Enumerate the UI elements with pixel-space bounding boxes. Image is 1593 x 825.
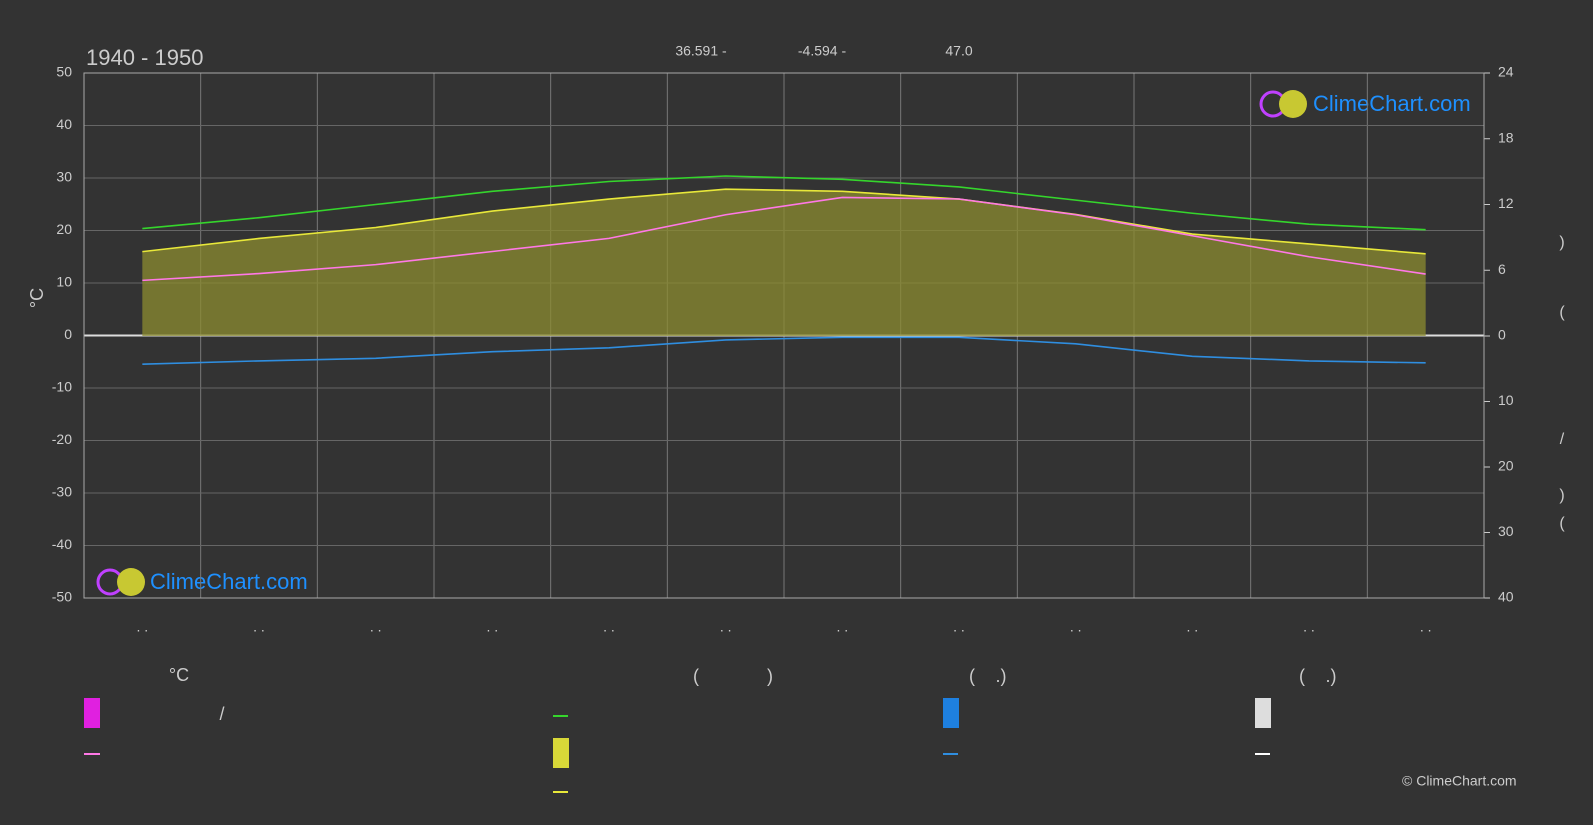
logo: ClimeChart.com ClimeChart.com (96, 90, 1471, 596)
y2-axis-label: ) (1559, 487, 1564, 504)
header-stat: 47.0 (945, 43, 972, 59)
legend-text: °C (169, 665, 189, 685)
series-line (142, 188, 1426, 255)
y-tick-label: -20 (52, 431, 72, 447)
x-tick-label: . . (836, 619, 848, 635)
header-stat: -4.594 - (798, 43, 847, 59)
y-tick-label: 10 (56, 274, 72, 290)
x-tick-label: . . (1186, 619, 1198, 635)
y-tick-label: 50 (56, 64, 72, 80)
legend-text: ( (1299, 666, 1305, 686)
y-tick-label: 30 (56, 169, 72, 185)
x-tick-label: . . (953, 619, 965, 635)
x-tick-label: . . (370, 619, 382, 635)
y-axis-label: °C (27, 288, 47, 308)
legend-swatch (84, 698, 100, 728)
legend-text: .) (996, 666, 1007, 686)
x-tick-label: . . (1303, 619, 1315, 635)
x-tick-label: . . (486, 619, 498, 635)
y-tick-label: -40 (52, 536, 72, 552)
y-tick-label: 0 (64, 326, 72, 342)
x-tick-label: . . (1420, 619, 1432, 635)
y2-tick-label: 12 (1498, 195, 1514, 211)
x-tick-label: . . (720, 619, 732, 635)
y-tick-label: 20 (56, 221, 72, 237)
y2-tick-label: 0 (1498, 327, 1506, 343)
y2-axis-label: / (1560, 431, 1565, 448)
x-tick-label: . . (253, 619, 265, 635)
series-line (142, 336, 1426, 365)
legend-text: ( (969, 666, 975, 686)
x-tick-label: . . (603, 619, 615, 635)
logo-sun (1279, 90, 1307, 118)
y-tick-label: -30 (52, 484, 72, 500)
y-tick-label: 40 (56, 116, 72, 132)
y3-tick-label: 40 (1498, 589, 1514, 605)
legend-text: .) (1326, 666, 1337, 686)
y2-axis-label: ( (1559, 515, 1565, 532)
y2-tick-label: 6 (1498, 261, 1506, 277)
chart-title: 1940 - 1950 (86, 45, 203, 70)
legend-text: ( (693, 666, 699, 686)
legend-swatch (1255, 698, 1271, 728)
header-stat: 36.591 - (675, 43, 727, 59)
x-tick-label: . . (136, 619, 148, 635)
legend-text: ) (767, 666, 773, 686)
series-area (142, 189, 1426, 336)
series-line (142, 175, 1426, 231)
copyright: © ClimeChart.com (1402, 773, 1517, 789)
logo-sun (117, 568, 145, 596)
x-tick-label: . . (1070, 619, 1082, 635)
logo-text: ClimeChart.com (150, 569, 308, 594)
plot-frame (83, 72, 1485, 599)
legend-swatches (84, 698, 1271, 793)
y2-tick-label: 24 (1498, 64, 1514, 80)
y-tick-label: -50 (52, 589, 72, 605)
logo-text: ClimeChart.com (1313, 91, 1471, 116)
legend-swatch (553, 738, 569, 768)
legend-swatch (943, 698, 959, 728)
y-tick-label: -10 (52, 379, 72, 395)
legend-text: / (219, 704, 224, 724)
y2-tick-label: 18 (1498, 129, 1514, 145)
y2-axis-label: ( (1559, 304, 1565, 321)
y3-tick-label: 10 (1498, 392, 1514, 408)
y3-tick-label: 20 (1498, 458, 1514, 474)
y2-axis-label: ) (1559, 234, 1564, 251)
y3-tick-label: 30 (1498, 523, 1514, 539)
series-line (142, 196, 1426, 282)
